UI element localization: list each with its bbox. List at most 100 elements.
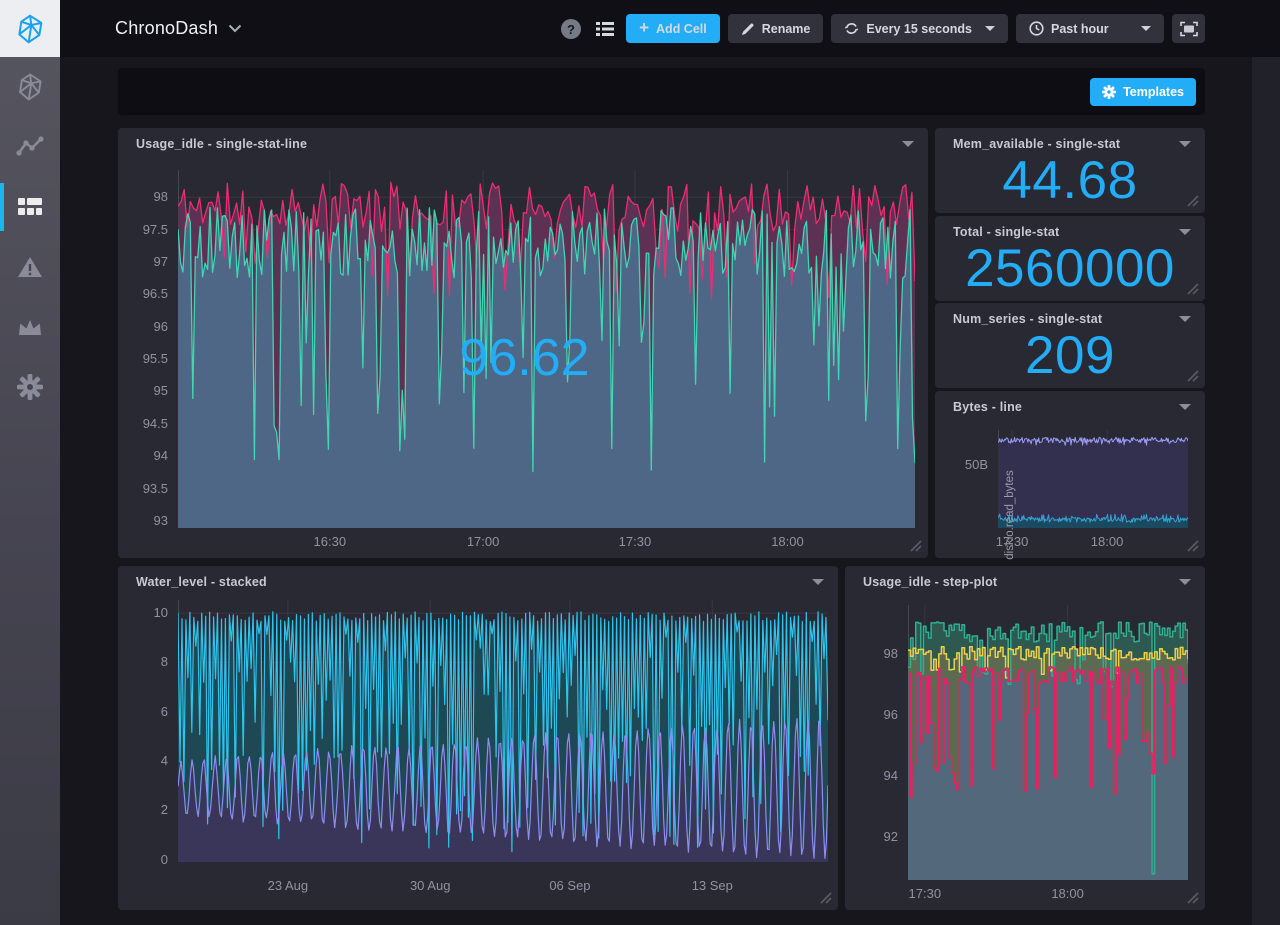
dashboards-icon <box>16 196 44 218</box>
clock-icon <box>1029 21 1044 36</box>
axis-tick-label: 93.5 <box>118 481 168 497</box>
axis-tick-label: 10 <box>118 605 168 621</box>
cell-mem-available-single-stat: Mem_available - single-stat 44.68 <box>935 128 1205 213</box>
dashboard-title-dropdown[interactable]: ChronoDash <box>115 18 242 39</box>
sidebar-item-dashboards[interactable] <box>0 177 60 237</box>
axis-tick-label: 17:30 <box>977 534 1047 550</box>
cell-menu-chevron-icon[interactable] <box>1179 229 1191 235</box>
resize-handle[interactable] <box>1185 281 1201 297</box>
alert-triangle-icon <box>16 255 44 279</box>
sidebar-item-alerts[interactable] <box>0 237 60 297</box>
axis-tick-label: 96 <box>118 319 168 335</box>
axis-tick-label: 8 <box>118 654 168 670</box>
timerange-label: Past hour <box>1051 22 1109 36</box>
resize-handle[interactable] <box>1185 890 1201 906</box>
axis-tick-label: 97 <box>118 254 168 270</box>
axis-tick-label: 16:30 <box>295 534 365 550</box>
cell-water-level-stacked: Water_level - stacked 10 8 6 4 2 0 23 Aug 30 Au… <box>118 566 838 910</box>
sidebar-item-settings[interactable] <box>0 357 60 417</box>
fullscreen-icon <box>1180 21 1198 37</box>
axis-tick-label: 17:30 <box>890 886 960 902</box>
add-cell-button[interactable]: + Add Cell <box>626 14 720 43</box>
chevron-down-icon <box>228 24 242 33</box>
single-stat-value: 2560000 <box>935 236 1205 301</box>
crown-icon <box>16 316 44 338</box>
axis-tick-label: 18:00 <box>1072 534 1142 550</box>
resize-handle[interactable] <box>818 890 834 906</box>
single-stat-value: 209 <box>935 323 1205 388</box>
axis-tick-label: 95 <box>118 383 168 399</box>
chart-bytes-line[interactable] <box>998 430 1188 528</box>
scroll-gutter <box>1252 57 1280 925</box>
axis-tick-label: 50B <box>935 457 988 473</box>
cell-title: Usage_idle - step-plot <box>863 575 997 589</box>
list-icon[interactable] <box>592 16 618 42</box>
axis-tick-label: 17:00 <box>448 534 518 550</box>
cubo-icon <box>15 72 45 102</box>
autorefresh-dropdown[interactable]: Every 15 seconds <box>831 14 1008 43</box>
axis-tick-label: 95.5 <box>118 351 168 367</box>
axis-tick-label: 94 <box>845 768 898 784</box>
resize-handle[interactable] <box>1185 368 1201 384</box>
cell-menu-chevron-icon[interactable] <box>812 579 824 585</box>
axis-tick-label: 23 Aug <box>253 878 323 894</box>
chart-water-level-stacked[interactable] <box>178 600 828 862</box>
axis-tick-label: 06 Sep <box>535 878 605 894</box>
resize-handle[interactable] <box>908 538 924 554</box>
axis-tick-label: 96 <box>845 707 898 723</box>
rename-label: Rename <box>762 22 811 36</box>
navbar-controls: ? + Add Cell Rena <box>558 14 1280 43</box>
axis-tick-label: 17:30 <box>600 534 670 550</box>
cell-menu-chevron-icon[interactable] <box>1179 579 1191 585</box>
cell-menu-chevron-icon[interactable] <box>1179 141 1191 147</box>
axis-tick-label: 6 <box>118 704 168 720</box>
axis-tick-label: 98 <box>845 646 898 662</box>
app-root: ChronoDash ? <box>0 0 1280 925</box>
axis-tick-label: 94.5 <box>118 416 168 432</box>
svg-text:?: ? <box>567 22 575 37</box>
autorefresh-label: Every 15 seconds <box>866 22 972 36</box>
fullscreen-button[interactable] <box>1172 14 1205 43</box>
axis-tick-label: 18:00 <box>752 534 822 550</box>
cell-title: Water_level - stacked <box>136 575 267 589</box>
timerange-dropdown[interactable]: Past hour <box>1016 14 1164 43</box>
chart-usage-idle-step-plot[interactable] <box>908 605 1188 880</box>
axis-tick-label: 92 <box>845 829 898 845</box>
resize-handle[interactable] <box>1185 538 1201 554</box>
templates-label: Templates <box>1123 85 1184 99</box>
cell-title: Usage_idle - single-stat-line <box>136 137 307 151</box>
pencil-icon <box>741 22 755 36</box>
sidebar-item-data-explorer[interactable] <box>0 117 60 177</box>
axis-tick-label: 0 <box>118 852 168 868</box>
app-logo[interactable] <box>0 0 60 57</box>
cubo-logo-icon <box>14 13 46 45</box>
cell-menu-chevron-icon[interactable] <box>1179 404 1191 410</box>
axis-tick-label: 13 Sep <box>677 878 747 894</box>
cell-title: Bytes - line <box>953 400 1022 414</box>
dashboard-title: ChronoDash <box>115 18 218 39</box>
sidebar <box>0 57 60 925</box>
caret-down-icon <box>985 26 995 31</box>
axis-tick-label: 98 <box>118 189 168 205</box>
caret-down-icon <box>1141 26 1151 31</box>
cell-num-series-single-stat: Num_series - single-stat 209 <box>935 303 1205 388</box>
cell-total-single-stat: Total - single-stat 2560000 <box>935 216 1205 301</box>
templates-button[interactable]: Templates <box>1090 78 1196 106</box>
plus-icon: + <box>639 19 649 36</box>
chart-usage-idle-line[interactable] <box>178 170 915 528</box>
axis-tick-label: 2 <box>118 802 168 818</box>
axis-tick-label: 94 <box>118 448 168 464</box>
graph-line-icon <box>16 135 44 159</box>
resize-handle[interactable] <box>1185 193 1201 209</box>
cell-menu-chevron-icon[interactable] <box>1179 316 1191 322</box>
axis-tick-label: 93 <box>118 513 168 529</box>
rename-button[interactable]: Rename <box>728 14 824 43</box>
sidebar-item-cubo-home[interactable] <box>0 57 60 117</box>
axis-tick-label: 30 Aug <box>395 878 465 894</box>
sidebar-item-admin[interactable] <box>0 297 60 357</box>
axis-tick-label: 4 <box>118 753 168 769</box>
help-icon[interactable]: ? <box>558 16 584 42</box>
axis-tick-label: 96.5 <box>118 286 168 302</box>
cell-menu-chevron-icon[interactable] <box>902 141 914 147</box>
gear-icon <box>1102 85 1116 99</box>
